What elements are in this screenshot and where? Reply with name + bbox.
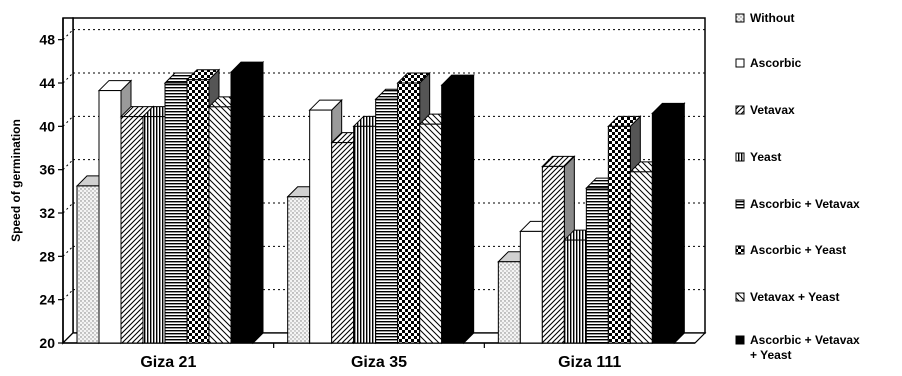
- gridline-side: [62, 29, 74, 41]
- y-tick-label: 28: [39, 248, 55, 264]
- legend-label: Vetavax: [750, 103, 795, 117]
- bar-front: [120, 116, 144, 344]
- legend-swatch: [735, 199, 745, 209]
- gridline-side: [62, 72, 74, 84]
- bar-side: [673, 102, 685, 345]
- gridline-side: [62, 245, 74, 257]
- legend-swatch: [735, 152, 745, 162]
- legend-label: Yeast: [750, 150, 781, 164]
- bar-front: [607, 125, 631, 344]
- bar: [229, 60, 265, 345]
- y-axis-title: Speed of germination: [9, 119, 23, 242]
- bar-front: [98, 90, 122, 344]
- bar-front: [230, 71, 254, 344]
- legend-label: Ascorbic + Vetavax: [750, 197, 860, 211]
- bar-front: [353, 125, 377, 344]
- y-tick-label: 48: [39, 32, 55, 48]
- bar-front: [441, 84, 465, 344]
- bar-front: [309, 109, 333, 344]
- legend-swatch: [735, 292, 745, 302]
- legend-label: + Yeast: [750, 348, 791, 362]
- bar-front: [76, 185, 100, 344]
- bar-front: [375, 98, 399, 344]
- plot-side-wall: [62, 17, 74, 345]
- legend-label: Without: [750, 11, 795, 25]
- bar-front: [142, 116, 166, 344]
- gridline-side: [62, 202, 74, 214]
- gridline-side: [62, 115, 74, 127]
- bar: [440, 73, 475, 345]
- bar-side: [463, 73, 475, 345]
- bar-front: [541, 165, 565, 344]
- y-tick-label: 20: [39, 335, 55, 351]
- bar-side: [252, 60, 264, 345]
- bar-front: [585, 187, 609, 344]
- bar-front: [497, 261, 521, 344]
- x-category-label: Giza 35: [351, 354, 407, 371]
- legend-swatch: [735, 58, 745, 68]
- bar-front: [419, 123, 443, 344]
- legend-label: Ascorbic: [750, 56, 802, 70]
- x-category-label: Giza 21: [140, 354, 196, 371]
- legend-swatch: [735, 105, 745, 115]
- y-tick-label: 40: [39, 118, 55, 134]
- bar-front: [186, 79, 210, 344]
- bar-front: [208, 106, 232, 344]
- legend-label: Ascorbic + Yeast: [750, 243, 846, 257]
- bar-front: [629, 171, 653, 344]
- y-tick-label: 32: [39, 205, 55, 221]
- y-tick-label: 24: [39, 292, 55, 308]
- y-tick-label: 36: [39, 162, 55, 178]
- bar: [651, 102, 686, 345]
- bar-front: [519, 230, 543, 344]
- bar-front: [164, 82, 188, 344]
- bar-front: [651, 112, 675, 344]
- bar-front: [287, 196, 311, 344]
- legend-label: Ascorbic + Vetavax: [750, 333, 860, 347]
- legend-swatch: [735, 245, 745, 255]
- gridline-side: [62, 159, 74, 171]
- legend-swatch: [735, 335, 745, 345]
- x-category-label: Giza 111: [558, 354, 621, 371]
- legend-swatch: [735, 13, 745, 23]
- legend-label: Vetavax + Yeast: [750, 290, 840, 304]
- gridline-side: [62, 289, 74, 301]
- bar-front: [563, 239, 587, 344]
- bar-front: [397, 82, 421, 344]
- bar-front: [331, 142, 355, 344]
- y-tick-label: 44: [39, 75, 55, 91]
